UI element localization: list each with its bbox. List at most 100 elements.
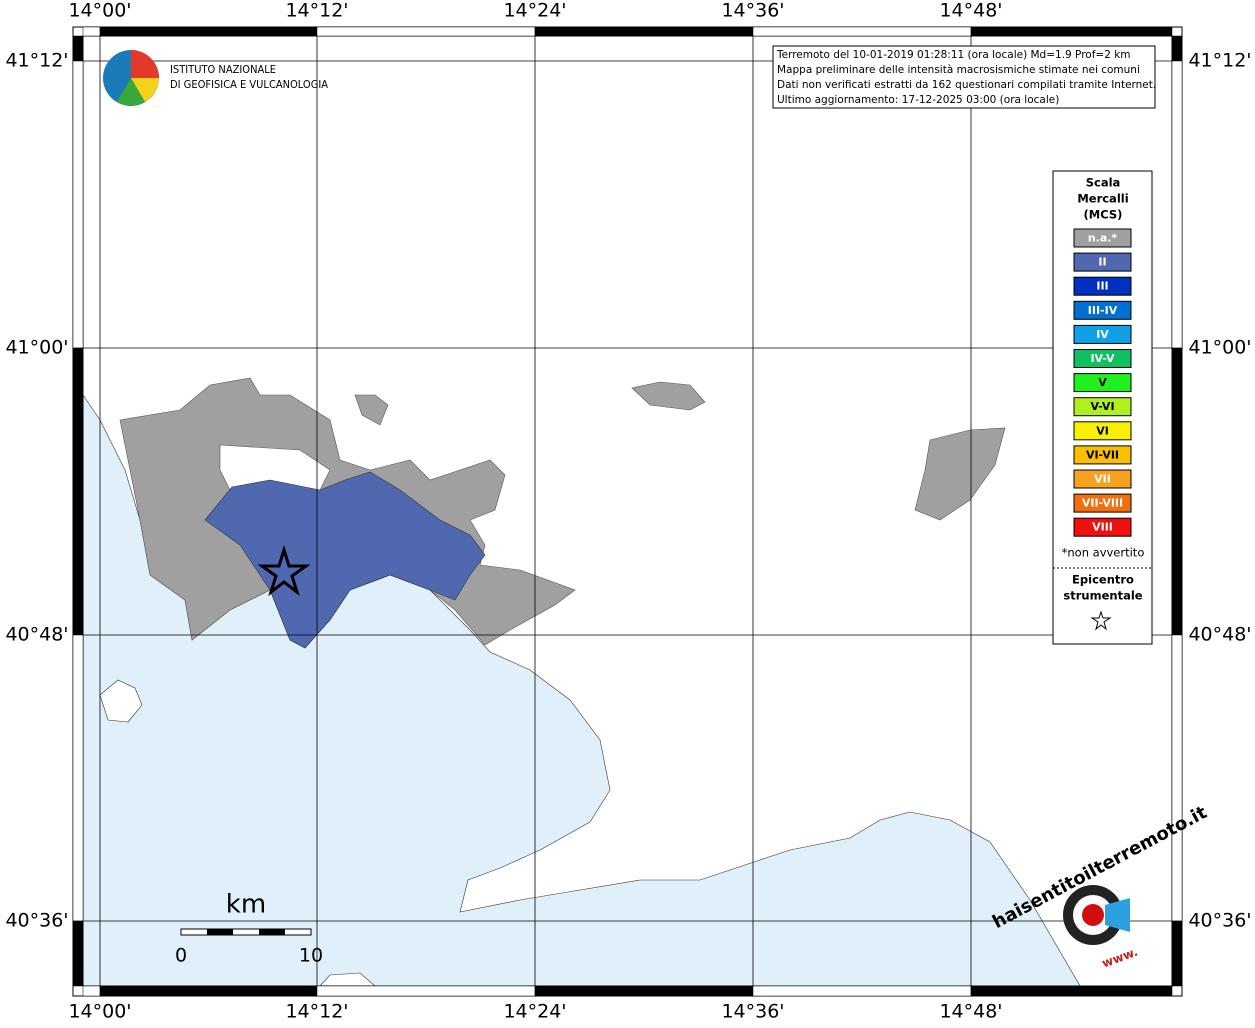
frame-bar [316,985,536,997]
legend-swatch [1073,324,1132,344]
lon-label-top: 14°48' [939,0,1002,22]
frame-bar [82,26,101,37]
frame-bar [72,634,84,922]
legend-swatch [1073,300,1132,320]
legend-swatch [1073,517,1132,537]
logo-line2: DI GEOFISICA E VULCANOLOGIA [170,78,328,91]
frame-bar [1171,35,1183,62]
municipality [354,394,389,426]
lon-label-bottom: 14°36' [721,1001,784,1023]
frame-bar [752,26,972,37]
frame-bar [970,26,1173,37]
legend: ScalaMercalli(MCS)n.a.*IIIIIIII-IVIVIV-V… [1062,176,1145,603]
lon-label-top: 14°12' [285,0,348,22]
scale-bar [180,928,312,936]
legend-label: VIII [1092,521,1113,534]
frame-bar [970,985,1173,997]
legend-label: IV [1096,328,1109,341]
epicenter-label: Epicentro [1072,573,1134,587]
frame-bar [72,920,84,987]
lat-label-left: 41°00' [5,337,68,359]
legend-label: VI-VII [1086,448,1119,461]
lat-label-right: 40°36' [1188,910,1251,932]
lon-label-bottom: 14°48' [939,1001,1002,1023]
ingv-logo-yellow [131,78,159,102]
frame-bar [1171,347,1183,636]
frame-bar [316,26,536,37]
legend-swatch [1073,421,1132,441]
logo-line1: ISTITUTO NAZIONALE [170,63,276,76]
island-municipality [631,381,706,411]
epicenter-label: strumentale [1063,589,1142,603]
frame-bar [752,985,972,997]
frame-bar [1171,634,1183,922]
frame-bar [1171,60,1183,349]
legend-label: III [1096,280,1108,293]
legend-label: VI [1096,424,1109,437]
frame-bar [534,985,754,997]
info-line: Terremoto del 10-01-2019 01:28:11 (ora l… [776,49,1131,61]
legend-title: Scala [1086,176,1121,190]
ingv-logo-green [117,78,145,106]
legend-label: IV-V [1090,352,1115,365]
legend-label: V-VI [1090,400,1114,413]
legend-label: V [1098,376,1107,389]
epicenter-star [257,544,311,597]
frame-bar [72,35,84,62]
lat-label-right: 41°00' [1188,337,1251,359]
legend-swatch [1073,373,1132,393]
info-line: Mappa preliminare delle intensità macros… [777,64,1140,76]
legend-swatch [1073,445,1132,465]
legend-swatch [1073,349,1132,368]
legend-star [1090,610,1112,631]
frame-bar [99,26,318,37]
scale-start: 0 [175,945,187,967]
frame-bar [534,26,754,37]
legend-swatch [1073,469,1132,489]
legend-title: (MCS) [1084,208,1123,222]
frame-bar [72,60,84,349]
frame-bars [72,26,1183,997]
legend-label: VII-VIII [1082,497,1123,510]
ingv-logo-red [131,50,159,78]
legend-swatch [1073,252,1132,272]
lat-label-left: 40°36' [5,910,68,932]
scale-bar-seg [207,929,233,935]
graticule: 14°00' 14°00' 14°12' 14°12' 14°24' 14°24' 14°3… [5,0,1251,1023]
legend-swatch [1073,397,1132,417]
municipality-east [914,427,1006,521]
scale-unit: km [226,890,266,920]
legend-swatch [1073,228,1132,248]
scale-bar-seg [259,929,285,935]
lat-label-left: 41°12' [5,50,68,72]
legend-note: *non avvertito [1062,546,1145,560]
lon-label-top: 14°00' [68,0,131,22]
municipalities-ii [204,471,486,649]
legend-label: II [1098,256,1106,269]
info-lines: Terremoto del 10-01-2019 01:28:11 (ora l… [776,49,1156,106]
legend-label: III-IV [1088,304,1118,317]
frame-bar [99,985,318,997]
lon-label-bottom: 14°00' [68,1001,131,1023]
legend-label: VII [1094,473,1111,486]
info-line: Ultimo aggiornamento: 17-12-2025 03:00 (… [777,94,1059,106]
frame-bar [1171,920,1183,987]
lat-label-left: 40°48' [5,624,68,646]
ischia-island [99,679,143,723]
lon-label-bottom: 14°12' [285,1001,348,1023]
lon-label-bottom: 14°24' [503,1001,566,1023]
lon-label-top: 14°24' [503,0,566,22]
legend-title: Mercalli [1077,192,1128,206]
site-logo-megaphone [1105,898,1130,932]
legend-swatch [1073,493,1132,513]
frame-bar [82,985,101,997]
legend-swatch [1073,276,1132,296]
legend-label: n.a.* [1088,232,1118,245]
site-logo-core [1082,904,1104,926]
lat-label-right: 41°12' [1188,50,1251,72]
scale-end: 10 [299,945,323,967]
frame-bar [72,347,84,636]
lon-label-top: 14°36' [721,0,784,22]
